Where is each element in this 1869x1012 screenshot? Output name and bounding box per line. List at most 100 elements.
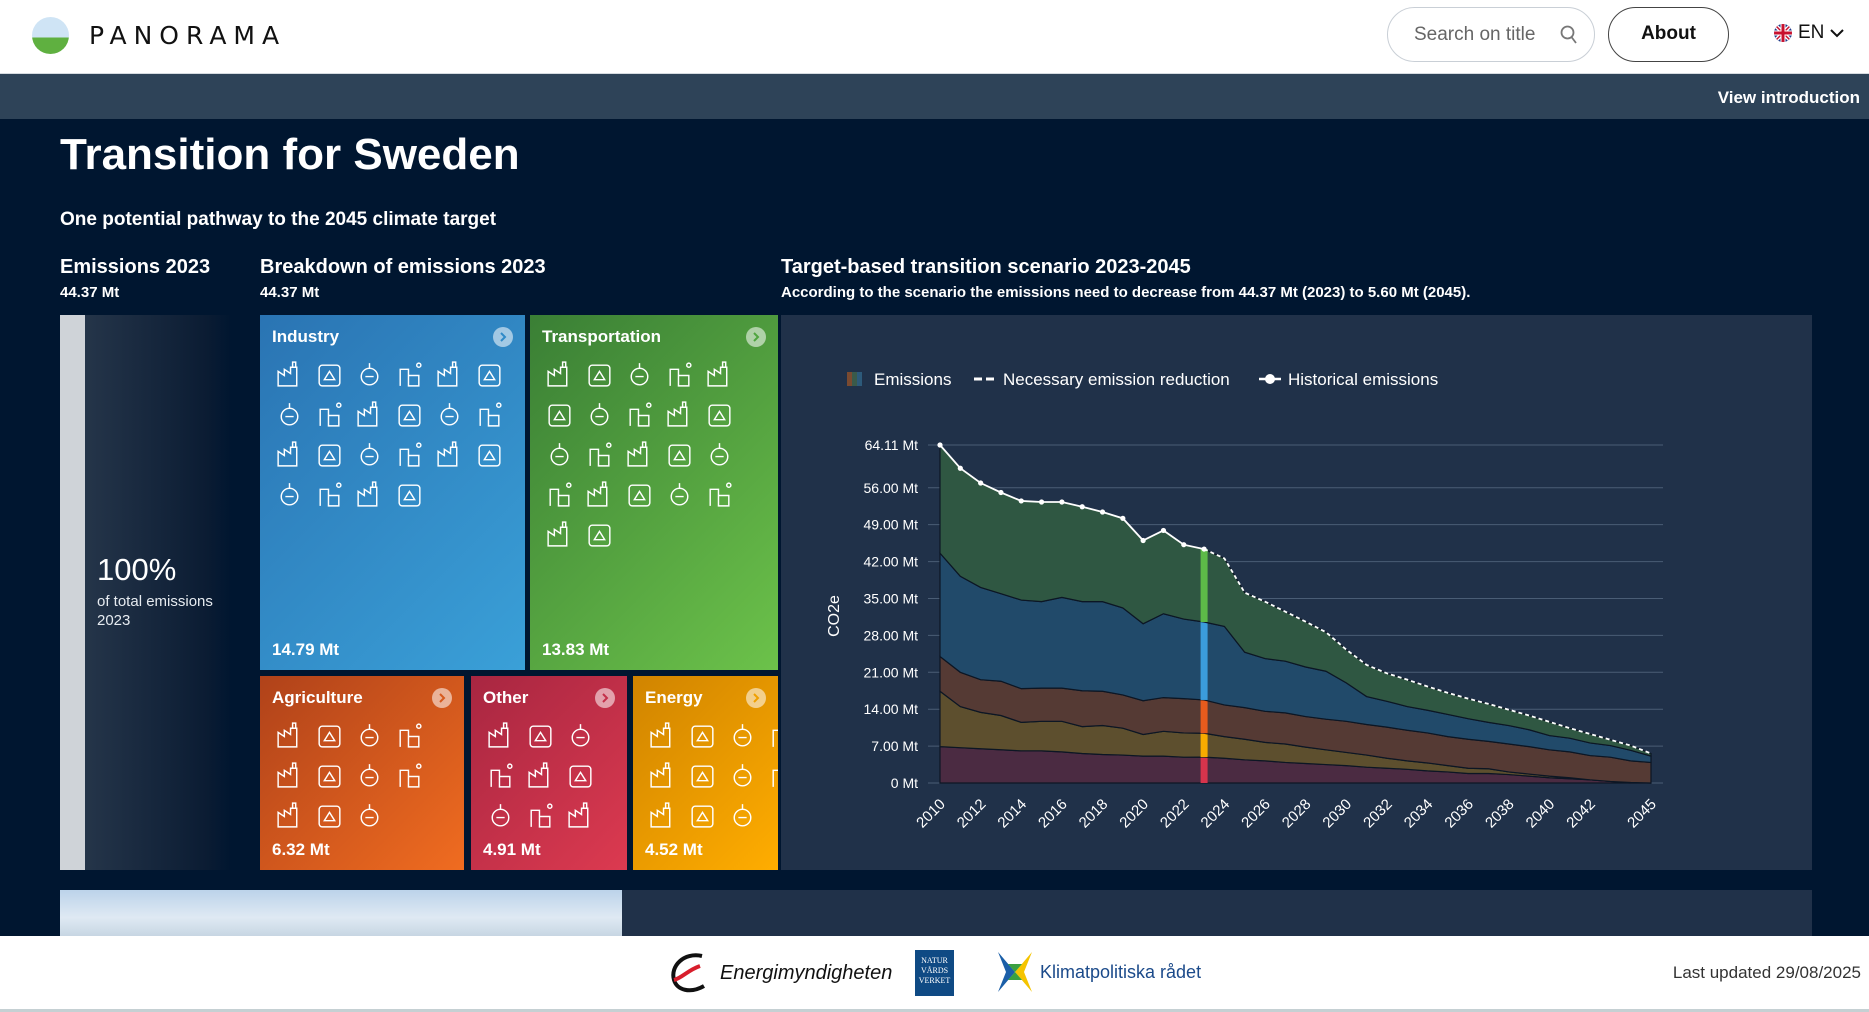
other-emission-source-icon[interactable]: [565, 800, 596, 831]
energy-emission-source-icon[interactable]: [687, 720, 718, 751]
view-introduction-link[interactable]: View introduction: [1717, 88, 1860, 107]
tile-industry[interactable]: Industry 14.79 Mt: [260, 315, 525, 670]
industry-emission-source-icon[interactable]: [274, 479, 305, 510]
tile-other-open-icon[interactable]: [595, 688, 615, 708]
transportation-emission-source-icon[interactable]: [624, 439, 655, 470]
transportation-emission-source-icon[interactable]: [624, 479, 655, 510]
energy-emission-source-icon[interactable]: [727, 760, 758, 791]
agriculture-emission-source-icon[interactable]: [314, 760, 345, 791]
transportation-emission-source-icon[interactable]: [544, 359, 575, 390]
panorama-logo[interactable]: [32, 17, 69, 54]
tile-energy-open-icon[interactable]: [746, 688, 766, 708]
tile-other[interactable]: Other 4.91 Mt: [471, 676, 627, 870]
industry-emission-source-icon[interactable]: [354, 479, 385, 510]
next-section-card[interactable]: [60, 890, 1812, 936]
other-emission-source-icon[interactable]: [565, 720, 596, 751]
naturvardsverket-logo[interactable]: NATUR VÅRDS VERKET: [915, 950, 954, 996]
agriculture-emission-source-icon[interactable]: [354, 760, 385, 791]
industry-emission-source-icon[interactable]: [434, 359, 465, 390]
industry-emission-source-icon[interactable]: [394, 359, 425, 390]
transportation-emission-source-icon[interactable]: [544, 519, 575, 550]
transportation-emission-source-icon[interactable]: [704, 439, 735, 470]
transportation-emission-source-icon[interactable]: [584, 359, 615, 390]
industry-emission-source-icon[interactable]: [474, 359, 505, 390]
industry-emission-source-icon[interactable]: [314, 439, 345, 470]
transportation-emission-source-icon[interactable]: [664, 359, 695, 390]
tile-energy[interactable]: Energy 4.52 Mt: [633, 676, 778, 870]
x-tick-label: 2045: [1624, 796, 1660, 832]
agriculture-emission-source-icon[interactable]: [274, 760, 305, 791]
transportation-emission-source-icon[interactable]: [584, 439, 615, 470]
transportation-emission-source-icon[interactable]: [544, 479, 575, 510]
energy-emission-source-icon[interactable]: [687, 760, 718, 791]
industry-emission-source-icon[interactable]: [394, 399, 425, 430]
industry-emission-source-icon[interactable]: [274, 399, 305, 430]
other-emission-source-icon[interactable]: [565, 760, 596, 791]
klimatpolitiska-radet-logo[interactable]: Klimatpolitiska rådet: [996, 950, 1201, 994]
energy-emission-source-icon[interactable]: [767, 760, 778, 791]
transportation-emission-source-icon[interactable]: [584, 399, 615, 430]
transportation-emission-source-icon[interactable]: [584, 519, 615, 550]
industry-emission-source-icon[interactable]: [354, 359, 385, 390]
transportation-emission-source-icon[interactable]: [664, 479, 695, 510]
tile-agriculture[interactable]: Agriculture 6.32 Mt: [260, 676, 464, 870]
transportation-emission-source-icon[interactable]: [544, 399, 575, 430]
other-emission-source-icon[interactable]: [525, 760, 556, 791]
energy-emission-source-icon[interactable]: [647, 800, 678, 831]
search-input[interactable]: Search on title: [1387, 7, 1595, 62]
industry-emission-source-icon[interactable]: [394, 479, 425, 510]
energy-emission-source-icon[interactable]: [727, 720, 758, 751]
industry-emission-source-icon[interactable]: [314, 359, 345, 390]
energy-emission-source-icon[interactable]: [767, 720, 778, 751]
language-selector[interactable]: EN: [1774, 22, 1845, 44]
other-emission-source-icon[interactable]: [525, 720, 556, 751]
transportation-emission-source-icon[interactable]: [664, 439, 695, 470]
agriculture-emission-source-icon[interactable]: [354, 800, 385, 831]
legend-necessary-reduction-label[interactable]: Necessary emission reduction: [1003, 370, 1230, 389]
transportation-emission-source-icon[interactable]: [624, 359, 655, 390]
transportation-emission-source-icon[interactable]: [704, 479, 735, 510]
industry-emission-source-icon[interactable]: [354, 439, 385, 470]
agriculture-emission-source-icon[interactable]: [394, 720, 425, 751]
legend-historical-label[interactable]: Historical emissions: [1288, 370, 1438, 389]
agriculture-emission-source-icon[interactable]: [314, 720, 345, 751]
energy-emission-source-icon[interactable]: [647, 720, 678, 751]
other-emission-source-icon[interactable]: [525, 800, 556, 831]
tile-transportation[interactable]: Transportation 13.83 Mt: [530, 315, 778, 670]
other-emission-source-icon[interactable]: [485, 760, 516, 791]
legend-emissions-label[interactable]: Emissions: [874, 370, 951, 389]
industry-emission-source-icon[interactable]: [394, 439, 425, 470]
transportation-emission-source-icon[interactable]: [704, 399, 735, 430]
brand-name[interactable]: PANORAMA: [89, 21, 287, 50]
industry-emission-source-icon[interactable]: [474, 439, 505, 470]
transportation-emission-source-icon[interactable]: [584, 479, 615, 510]
industry-emission-source-icon[interactable]: [434, 399, 465, 430]
agriculture-emission-source-icon[interactable]: [314, 800, 345, 831]
tile-agriculture-open-icon[interactable]: [432, 688, 452, 708]
industry-emission-source-icon[interactable]: [314, 479, 345, 510]
industry-emission-source-icon[interactable]: [434, 439, 465, 470]
transportation-emission-source-icon[interactable]: [664, 399, 695, 430]
about-button[interactable]: About: [1608, 7, 1729, 62]
agriculture-emission-source-icon[interactable]: [394, 760, 425, 791]
transportation-emission-source-icon[interactable]: [544, 439, 575, 470]
industry-emission-source-icon[interactable]: [314, 399, 345, 430]
tile-industry-open-icon[interactable]: [493, 327, 513, 347]
energy-emission-source-icon[interactable]: [687, 800, 718, 831]
industry-emission-source-icon[interactable]: [274, 439, 305, 470]
transportation-emission-source-icon[interactable]: [624, 399, 655, 430]
industry-emission-source-icon[interactable]: [354, 399, 385, 430]
tile-transportation-open-icon[interactable]: [746, 327, 766, 347]
agriculture-emission-source-icon[interactable]: [274, 800, 305, 831]
industry-emission-source-icon[interactable]: [274, 359, 305, 390]
agriculture-emission-source-icon[interactable]: [274, 720, 305, 751]
agriculture-emission-source-icon[interactable]: [354, 720, 385, 751]
transportation-emission-source-icon[interactable]: [704, 359, 735, 390]
search-icon[interactable]: [1560, 25, 1578, 45]
energy-emission-source-icon[interactable]: [647, 760, 678, 791]
other-emission-source-icon[interactable]: [485, 720, 516, 751]
energimyndigheten-logo[interactable]: Energimyndigheten: [666, 950, 892, 996]
other-emission-source-icon[interactable]: [485, 800, 516, 831]
energy-emission-source-icon[interactable]: [727, 800, 758, 831]
industry-emission-source-icon[interactable]: [474, 399, 505, 430]
